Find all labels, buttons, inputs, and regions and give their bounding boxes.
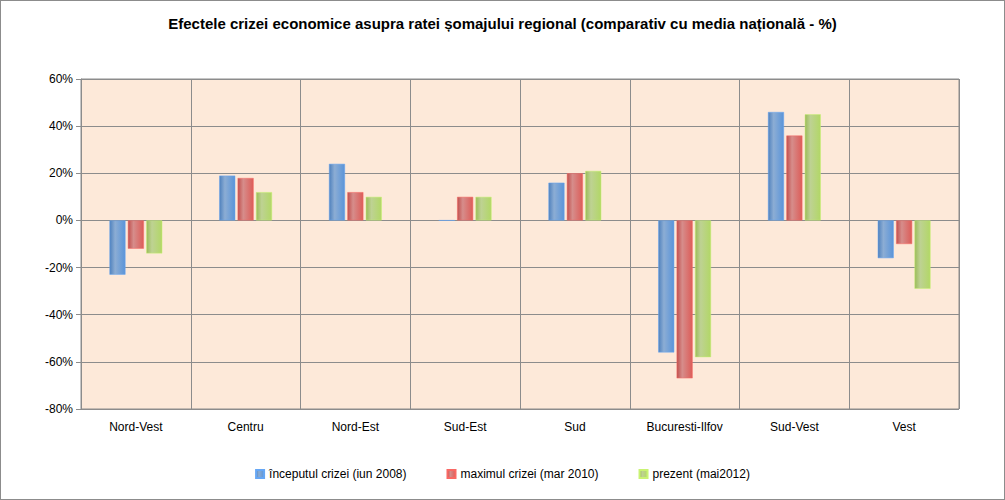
svg-text:Sud-Vest: Sud-Vest	[770, 420, 819, 434]
svg-text:-60%: -60%	[45, 355, 73, 369]
svg-text:Sud: Sud	[564, 420, 585, 434]
svg-text:40%: 40%	[49, 119, 73, 133]
svg-text:Nord-Vest: Nord-Vest	[109, 420, 163, 434]
svg-text:Efectele crizei economice asup: Efectele crizei economice asupra ratei ș…	[168, 15, 837, 32]
svg-text:Nord-Est: Nord-Est	[332, 420, 380, 434]
svg-text:prezent (mai2012): prezent (mai2012)	[653, 467, 750, 481]
svg-text:20%: 20%	[49, 166, 73, 180]
svg-text:Bucuresti-Ilfov: Bucuresti-Ilfov	[647, 420, 723, 434]
svg-text:-20%: -20%	[45, 261, 73, 275]
svg-text:-40%: -40%	[45, 308, 73, 322]
svg-text:60%: 60%	[49, 72, 73, 86]
svg-text:0%: 0%	[56, 213, 74, 227]
svg-text:Centru: Centru	[228, 420, 264, 434]
svg-text:Sud-Est: Sud-Est	[444, 420, 487, 434]
svg-text:-80%: -80%	[45, 402, 73, 416]
svg-text:maximul crizei (mar 2010): maximul crizei (mar 2010)	[460, 467, 598, 481]
svg-text:Vest: Vest	[892, 420, 916, 434]
svg-text:începutul crizei (iun 2008): începutul crizei (iun 2008)	[268, 467, 406, 481]
